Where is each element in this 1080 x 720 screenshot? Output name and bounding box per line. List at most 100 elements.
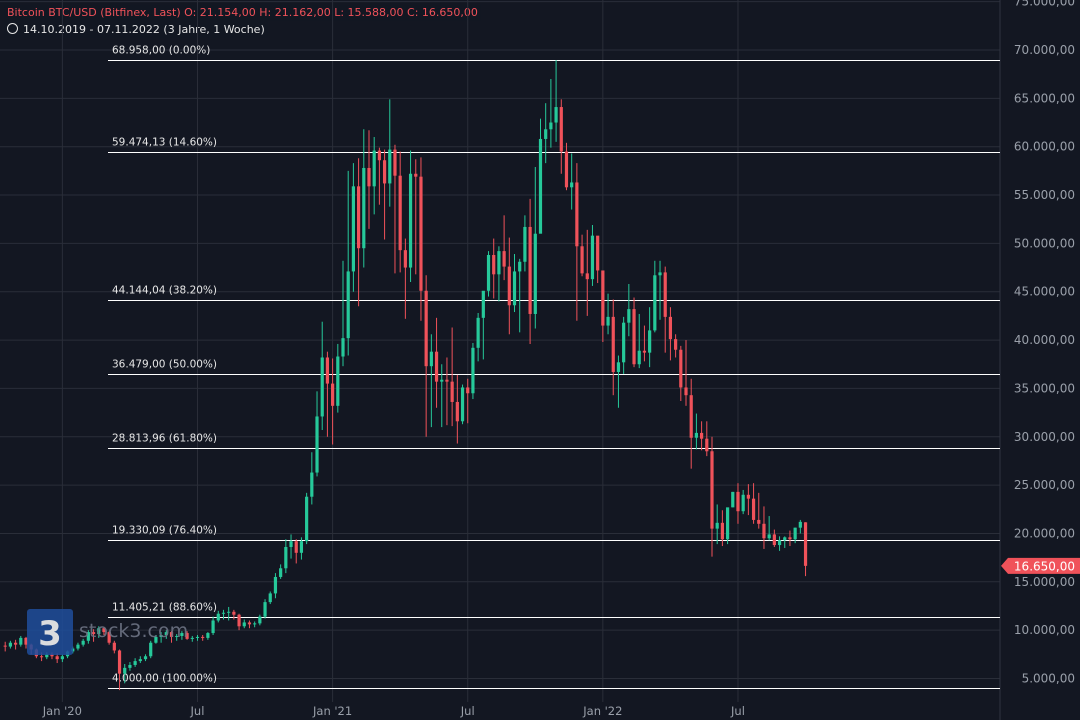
- candle-body: [50, 654, 54, 657]
- x-tick-label: Jul: [190, 704, 205, 718]
- candle-body: [585, 273, 589, 280]
- y-tick-label: 40.000,00: [1014, 333, 1075, 347]
- candle-body: [253, 623, 257, 625]
- candle-body: [216, 613, 220, 621]
- candle-body: [762, 523, 766, 539]
- candle-body: [45, 654, 49, 658]
- candle-body: [725, 507, 730, 540]
- candle-body: [424, 290, 428, 367]
- candle-body: [403, 250, 407, 268]
- y-tick-label: 75.000,00: [1014, 0, 1075, 9]
- candle-body: [149, 642, 153, 657]
- candle-body: [642, 350, 647, 353]
- candle-body: [367, 167, 371, 187]
- candle-body: [440, 379, 444, 382]
- candle-body: [377, 150, 381, 161]
- candle-body: [803, 522, 808, 566]
- candle-body: [159, 634, 163, 637]
- candle-body: [554, 107, 558, 123]
- candle-body: [679, 349, 683, 388]
- fib-level-label: 28.813,96 (61.80%): [112, 433, 217, 445]
- candle-body: [81, 640, 85, 645]
- candle-body: [154, 636, 158, 643]
- y-tick-label: 45.000,00: [1014, 285, 1075, 299]
- fib-level-label: 11.405,21 (88.60%): [112, 602, 217, 614]
- candle-body: [460, 387, 465, 422]
- candle-body: [169, 632, 174, 637]
- candle-body: [658, 272, 662, 276]
- candle-body: [746, 494, 750, 499]
- candle-body: [637, 350, 641, 365]
- candle-body: [123, 667, 127, 674]
- candle-body: [60, 656, 64, 660]
- fib-level-label: 68.958,00 (0.00%): [112, 45, 210, 57]
- candle-body: [455, 401, 459, 422]
- candle-body: [195, 636, 200, 638]
- candle-body: [606, 316, 610, 326]
- candle-body: [544, 129, 548, 139]
- candle-body: [388, 149, 392, 184]
- y-tick-label: 60.000,00: [1014, 140, 1075, 154]
- candle-body: [19, 637, 23, 645]
- candle-body: [596, 235, 600, 271]
- range-line: 14.10.2019 - 07.11.2022 (3 Jahre, 1 Woch…: [23, 23, 265, 36]
- candle-body: [429, 351, 433, 367]
- candle-body: [128, 664, 132, 668]
- y-tick-label: 15.000,00: [1014, 575, 1075, 589]
- candle-body: [112, 642, 116, 651]
- candle-body: [185, 633, 189, 639]
- candle-body: [736, 491, 740, 512]
- candle-body: [362, 167, 366, 249]
- candle-body: [476, 317, 480, 348]
- candle-body: [419, 176, 423, 291]
- candle-body: [689, 395, 693, 438]
- candle-body: [268, 593, 272, 603]
- candle-body: [445, 379, 449, 382]
- candle-body: [715, 522, 719, 529]
- candle-body: [86, 632, 90, 641]
- candle-body: [351, 186, 355, 272]
- candle-body: [3, 645, 7, 647]
- x-tick-label: Jan '22: [582, 704, 622, 718]
- y-tick-label: 25.000,00: [1014, 478, 1075, 492]
- candle-body: [206, 633, 210, 638]
- candle-body: [242, 622, 246, 627]
- candle-body: [731, 491, 735, 508]
- candle-body: [279, 568, 283, 577]
- candle-body: [258, 616, 262, 624]
- candle-body: [450, 381, 454, 402]
- candle-body: [497, 251, 501, 275]
- candle-body: [471, 347, 475, 394]
- candle-body: [564, 151, 569, 188]
- candle-body: [398, 175, 402, 251]
- candle-body: [757, 519, 761, 524]
- candle-body: [310, 472, 314, 497]
- logo-badge: 3: [38, 614, 62, 654]
- candle-body: [601, 270, 605, 326]
- date-range: 14.10.2019 - 07.11.2022 (3 Jahre, 1 Woch…: [4, 21, 268, 38]
- candle-body: [699, 432, 704, 439]
- candle-body: [247, 622, 252, 625]
- candle-body: [97, 628, 101, 635]
- candle-body: [408, 173, 413, 268]
- candle-body: [273, 576, 278, 594]
- candle-body: [590, 235, 595, 280]
- candle-body: [492, 254, 496, 275]
- candle-body: [793, 527, 797, 540]
- candle-body: [221, 612, 226, 614]
- candle-body: [190, 637, 194, 639]
- candle-body: [24, 637, 28, 645]
- candle-body: [466, 387, 470, 394]
- candle-body: [627, 309, 631, 323]
- candle-body: [211, 620, 215, 634]
- fib-level-label: 59.474,13 (14.60%): [112, 137, 217, 149]
- candle-body: [341, 338, 345, 357]
- candle-body: [325, 357, 330, 384]
- chart-title: Bitcoin BTC/USD (Bitfinex, Last) O: 21.1…: [4, 5, 481, 21]
- candle-body: [331, 383, 335, 406]
- candle-body: [622, 322, 626, 363]
- fib-level-label: 19.330,09 (76.40%): [112, 525, 217, 537]
- candle-body: [164, 632, 168, 635]
- candle-body: [263, 602, 267, 617]
